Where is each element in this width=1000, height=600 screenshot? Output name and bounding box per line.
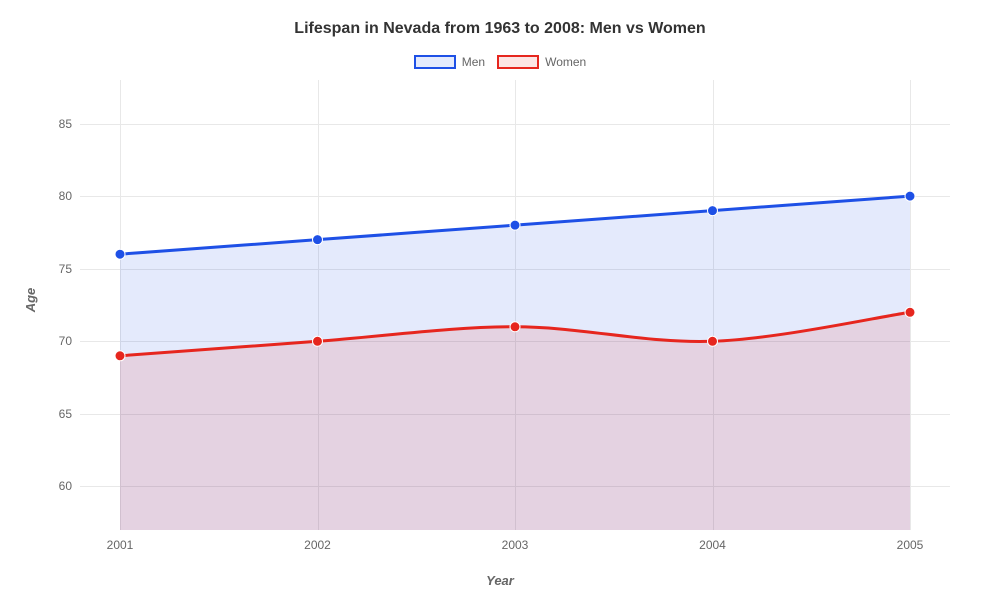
legend-item-men[interactable]: Men xyxy=(414,55,485,69)
chart-title: Lifespan in Nevada from 1963 to 2008: Me… xyxy=(0,20,1000,38)
y-tick-label: 80 xyxy=(59,189,80,203)
y-tick-label: 60 xyxy=(59,479,80,493)
x-tick-label: 2005 xyxy=(897,530,924,552)
chart-container: Lifespan in Nevada from 1963 to 2008: Me… xyxy=(0,0,1000,600)
legend-swatch-men xyxy=(414,55,456,69)
legend-swatch-women xyxy=(497,55,539,69)
y-axis-title: Age xyxy=(23,288,38,313)
series-svg xyxy=(80,80,950,530)
data-point-men[interactable] xyxy=(708,206,718,216)
data-point-women[interactable] xyxy=(510,322,520,332)
data-point-women[interactable] xyxy=(115,351,125,361)
data-point-men[interactable] xyxy=(510,220,520,230)
x-tick-label: 2002 xyxy=(304,530,331,552)
x-tick-label: 2003 xyxy=(502,530,529,552)
legend-label-men: Men xyxy=(462,55,485,69)
x-tick-label: 2004 xyxy=(699,530,726,552)
data-point-men[interactable] xyxy=(115,249,125,259)
y-tick-label: 70 xyxy=(59,334,80,348)
legend-label-women: Women xyxy=(545,55,586,69)
data-point-women[interactable] xyxy=(313,336,323,346)
y-tick-label: 75 xyxy=(59,262,80,276)
legend: Men Women xyxy=(0,55,1000,69)
data-point-men[interactable] xyxy=(905,191,915,201)
y-tick-label: 85 xyxy=(59,117,80,131)
data-point-women[interactable] xyxy=(708,336,718,346)
plot-area: 60657075808520012002200320042005 xyxy=(80,80,950,530)
data-point-women[interactable] xyxy=(905,307,915,317)
legend-item-women[interactable]: Women xyxy=(497,55,586,69)
x-axis-title: Year xyxy=(486,573,514,588)
y-tick-label: 65 xyxy=(59,407,80,421)
data-point-men[interactable] xyxy=(313,235,323,245)
x-tick-label: 2001 xyxy=(107,530,134,552)
